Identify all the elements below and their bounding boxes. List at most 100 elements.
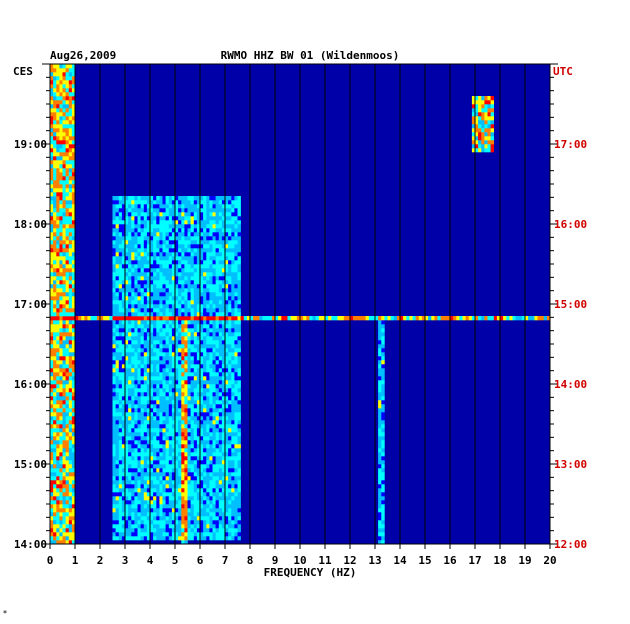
spectrogram-cell <box>165 332 169 337</box>
spectrogram-cell <box>125 272 129 277</box>
spectrogram-cell <box>190 248 194 253</box>
spectrogram-cell <box>115 260 119 265</box>
spectrogram-cell <box>53 468 57 473</box>
spectrogram-cell <box>62 192 66 197</box>
spectrogram-cell <box>181 296 185 301</box>
spectrogram-cell <box>200 488 204 493</box>
spectrogram-cell <box>187 468 191 473</box>
spectrogram-cell <box>153 360 157 365</box>
spectrogram-cell <box>56 440 60 445</box>
spectrogram-cell <box>200 472 204 477</box>
spectrogram-cell <box>381 416 385 421</box>
spectrogram-cell <box>490 104 494 109</box>
spectrogram-cell <box>50 224 54 229</box>
spectrogram-cell <box>218 240 223 245</box>
spectrogram-cell <box>168 268 173 273</box>
spectrogram-cell <box>62 224 66 229</box>
spectrogram-cell <box>150 280 154 285</box>
spectrogram-cell <box>137 444 141 449</box>
spectrogram-cell <box>203 272 207 277</box>
spectrogram-cell <box>168 340 173 345</box>
spectrogram-cell <box>181 380 185 385</box>
spectrogram-cell <box>209 212 213 217</box>
spectrogram-cell <box>112 400 116 405</box>
spectrogram-cell <box>212 196 216 201</box>
spectrogram-cell <box>131 268 135 273</box>
spectrogram-cell <box>56 172 60 177</box>
spectrogram-cell <box>181 492 185 497</box>
spectrogram-cell <box>168 384 173 389</box>
spectrogram-cell <box>112 496 116 501</box>
spectrogram-cell <box>175 284 179 289</box>
spectrogram-cell <box>146 432 151 437</box>
spectrogram-cell <box>118 320 123 325</box>
spectrogram-cell <box>193 276 198 281</box>
spectrogram-cell <box>159 280 163 285</box>
spectrogram-cell <box>193 340 198 345</box>
spectrogram-cell <box>181 324 185 329</box>
spectrogram-cell <box>181 284 185 289</box>
spectrogram-cell <box>112 292 116 297</box>
spectrogram-cell <box>381 500 385 505</box>
spectrogram-cell <box>156 216 160 221</box>
spectrogram-cell <box>378 520 382 525</box>
spectrogram-cell <box>68 100 73 105</box>
spectrogram-cell <box>162 448 166 453</box>
spectrogram-cell <box>165 500 169 505</box>
spectrogram-cell <box>209 440 213 445</box>
spectrogram-cell <box>212 404 216 409</box>
spectrogram-cell <box>171 272 176 277</box>
spectrogram-cell <box>481 108 485 113</box>
spectrogram-cell <box>59 344 63 349</box>
spectrogram-cell <box>68 80 73 85</box>
spectrogram-cell <box>206 452 210 457</box>
spectrogram-cell <box>453 316 457 321</box>
spectrogram-cell <box>165 344 169 349</box>
spectrogram-cell <box>62 152 66 157</box>
spectrogram-cell <box>190 420 194 425</box>
spectrogram-cell <box>196 368 201 373</box>
spectrogram-cell <box>221 268 226 273</box>
spectrogram-cell <box>200 424 204 429</box>
spectrogram-cell <box>146 324 151 329</box>
spectrogram-cell <box>215 436 219 441</box>
spectrogram-cell <box>68 228 73 233</box>
spectrogram-cell <box>112 208 116 213</box>
spectrogram-cell <box>140 412 144 417</box>
spectrogram-cell <box>65 508 69 513</box>
spectrogram-cell <box>68 184 73 189</box>
spectrogram-cell <box>215 480 219 485</box>
spectrogram-cell <box>218 384 223 389</box>
spectrogram-cell <box>168 336 173 341</box>
spectrogram-cell <box>171 496 176 501</box>
spectrogram-cell <box>165 204 169 209</box>
spectrogram-cell <box>53 428 57 433</box>
spectrogram-cell <box>190 212 194 217</box>
spectrogram-cell <box>225 404 229 409</box>
spectrogram-cell <box>121 364 126 369</box>
spectrogram-cell <box>65 220 69 225</box>
spectrogram-cell <box>71 300 76 305</box>
spectrogram-cell <box>121 296 126 301</box>
spectrogram-cell <box>181 536 185 541</box>
spectrogram-cell <box>118 432 123 437</box>
spectrogram-cell <box>162 316 166 321</box>
spectrogram-cell <box>184 500 188 505</box>
spectrogram-cell <box>218 460 223 465</box>
spectrogram-cell <box>128 528 132 533</box>
spectrogram-cell <box>131 432 135 437</box>
spectrogram-cell <box>168 208 173 213</box>
spectrogram-cell <box>221 204 226 209</box>
spectrogram-cell <box>225 216 229 221</box>
spectrogram-cell <box>231 332 235 337</box>
spectrogram-cell <box>196 500 201 505</box>
spectrogram-cell <box>150 440 154 445</box>
spectrogram-cell <box>128 308 132 313</box>
spectrogram-cell <box>212 456 216 461</box>
spectrogram-cell <box>65 212 69 217</box>
spectrogram-cell <box>237 216 241 221</box>
spectrogram-cell <box>115 520 119 525</box>
spectrogram-cell <box>178 532 182 537</box>
spectrogram-cell <box>68 292 73 297</box>
spectrogram-cell <box>234 224 238 229</box>
